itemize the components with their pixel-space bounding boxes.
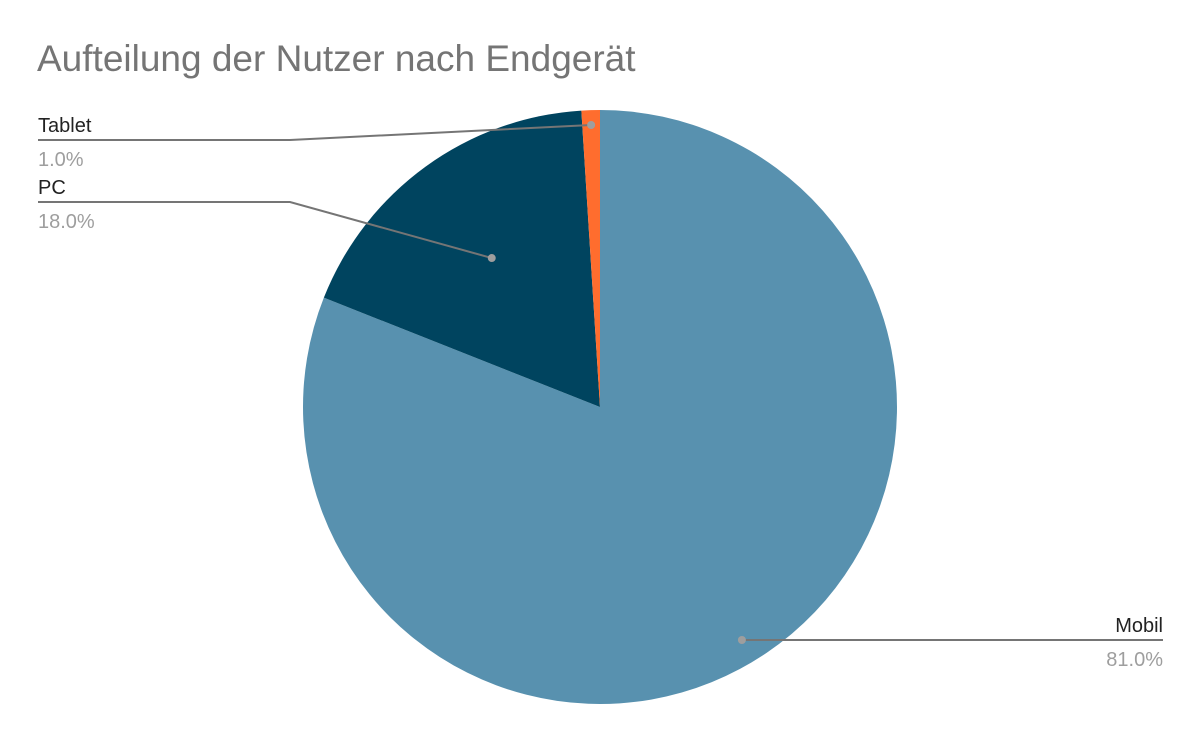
slice-name-label: Tablet xyxy=(38,115,92,137)
leader-dot xyxy=(587,120,596,129)
chart-title: Aufteilung der Nutzer nach Endgerät xyxy=(37,38,636,79)
slice-label-tablet: Tablet 1.0% xyxy=(38,115,596,171)
slice-label-mobil: Mobil 81.0% xyxy=(737,615,1163,671)
leader-dot xyxy=(487,254,496,263)
slice-name-label: Mobil xyxy=(1115,615,1163,637)
slice-label-pc: PC 18.0% xyxy=(38,177,496,263)
pie-slice-tablet xyxy=(581,110,600,407)
leader-line xyxy=(38,123,592,141)
leader-dot xyxy=(737,636,746,644)
slice-name-label: PC xyxy=(38,177,66,199)
leader-line xyxy=(38,201,493,259)
slice-percent-label: 81.0% xyxy=(1106,649,1163,671)
slice-percent-label: 1.0% xyxy=(38,149,84,171)
slice-percent-label: 18.0% xyxy=(38,211,95,233)
pie-slice-pc xyxy=(323,110,600,407)
